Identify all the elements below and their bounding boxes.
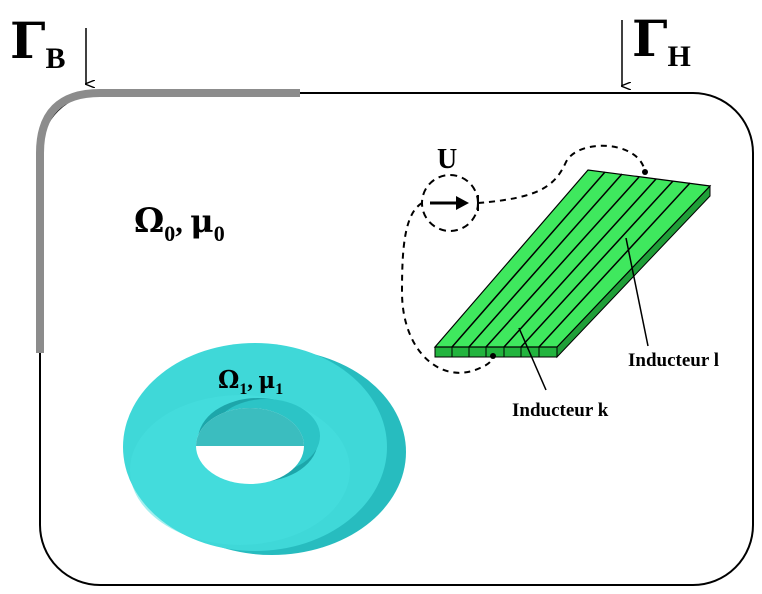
wire-to-inductor-k (400, 202, 494, 374)
gamma-b-label: ΓB (10, 11, 66, 75)
voltage-source (421, 174, 479, 232)
source-label: U (437, 144, 457, 175)
gamma-b-boundary (36, 89, 300, 353)
terminal-k (490, 353, 496, 359)
inductor-l-label: Inducteur l (628, 350, 719, 371)
gamma-h-label: ΓH (632, 9, 691, 73)
air-domain-label: Ω0, μ0 (134, 201, 225, 246)
magnetic-core (123, 343, 406, 555)
inductor-k-label: Inducteur k (512, 400, 609, 421)
core-domain-label: Ω1, μ1 (218, 365, 283, 398)
wire-to-inductor-l (477, 144, 646, 204)
terminal-l (642, 169, 648, 175)
inductor-l-leader (625, 237, 649, 347)
inductor-k-leader (518, 327, 547, 391)
